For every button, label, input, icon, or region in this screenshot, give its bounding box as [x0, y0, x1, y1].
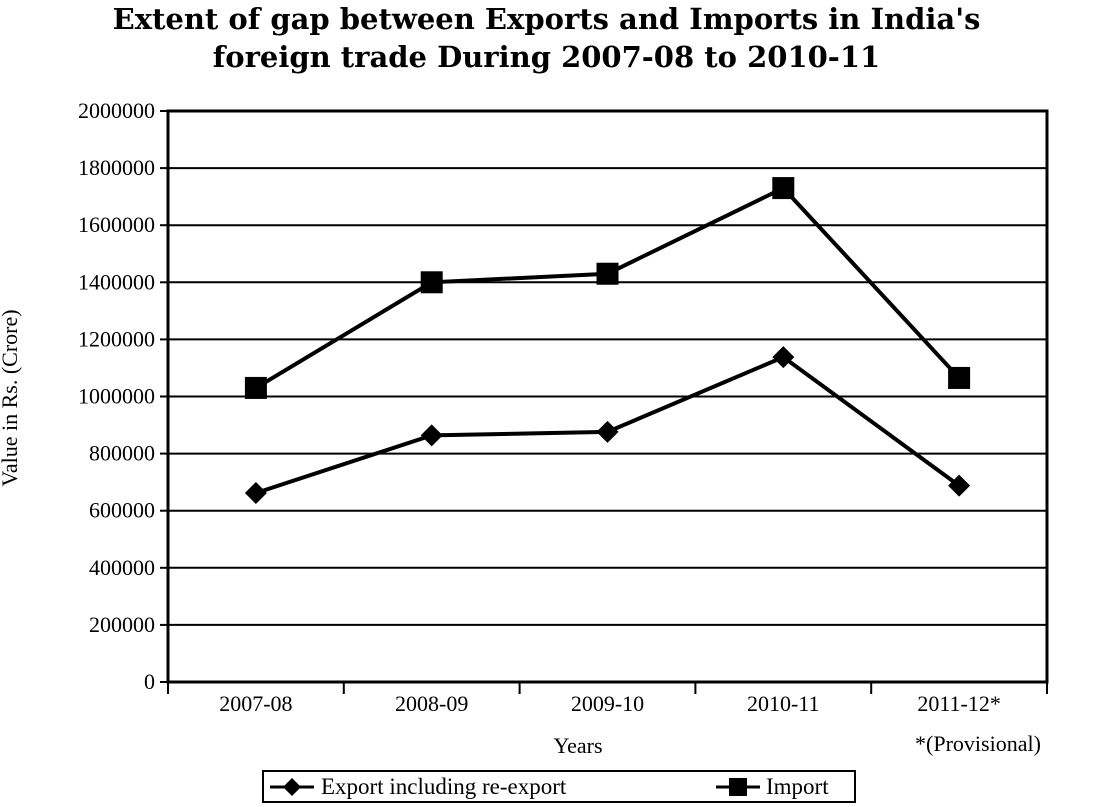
y-tick-label: 200000 [89, 612, 155, 637]
data-point-square [244, 376, 267, 399]
series-line [254, 185, 961, 390]
y-axis-ticks: 0 200000 400000 600000 800000 1000000 1200000 1… [78, 98, 168, 694]
provisional-note: *(Provisional) [915, 731, 1041, 756]
y-axis-title: Value in Rs. (Crore) [0, 309, 22, 486]
series-group [244, 177, 971, 504]
gridlines [168, 167, 1047, 626]
data-point-square [596, 262, 619, 285]
data-point-square [420, 271, 443, 294]
legend: Export including re-export Import [262, 770, 856, 803]
y-tick-label: 1800000 [78, 155, 155, 180]
x-tick-label: 2008-09 [395, 691, 468, 716]
y-tick-label: 0 [144, 669, 155, 694]
data-point-square [772, 177, 795, 200]
legend-import-symbol [716, 778, 760, 796]
y-tick-label: 2000000 [78, 98, 155, 123]
data-point-diamond [244, 481, 267, 504]
legend-markers [270, 778, 760, 796]
x-axis-title: Years [553, 733, 602, 758]
x-tick-label: 2011-12* [917, 691, 1001, 716]
data-point-diamond [596, 420, 619, 443]
legend-export-symbol [270, 778, 314, 796]
y-tick-label: 1200000 [78, 326, 155, 351]
chart-title-line-1: Extent of gap between Exports and Import… [112, 2, 981, 36]
y-tick-label: 800000 [89, 441, 155, 466]
y-tick-label: 1600000 [78, 212, 155, 237]
legend-label-import: Import [766, 774, 829, 799]
x-tick-label: 2009-10 [571, 691, 644, 716]
y-tick-label: 1000000 [78, 384, 155, 409]
y-tick-label: 1400000 [78, 269, 155, 294]
x-tick-label: 2010-11 [747, 691, 820, 716]
series-diamond [244, 346, 971, 504]
plot-frame [166, 109, 1049, 684]
series-square [244, 177, 971, 399]
y-tick-label: 600000 [89, 498, 155, 523]
legend-label-export: Export including re-export [321, 774, 567, 799]
chart-title: Extent of gap between Exports and Import… [0, 0, 1093, 76]
y-tick-label: 400000 [89, 555, 155, 580]
data-point-diamond [948, 474, 971, 497]
x-axis-ticks: 2007-08 2008-09 2009-10 2010-11 2011-12* [167, 682, 1048, 716]
data-point-diamond [420, 424, 443, 447]
chart-title-line-2: foreign trade During 2007-08 to 2010-11 [212, 40, 881, 74]
data-point-diamond [772, 346, 795, 369]
data-point-square [948, 366, 971, 389]
x-tick-label: 2007-08 [219, 691, 292, 716]
